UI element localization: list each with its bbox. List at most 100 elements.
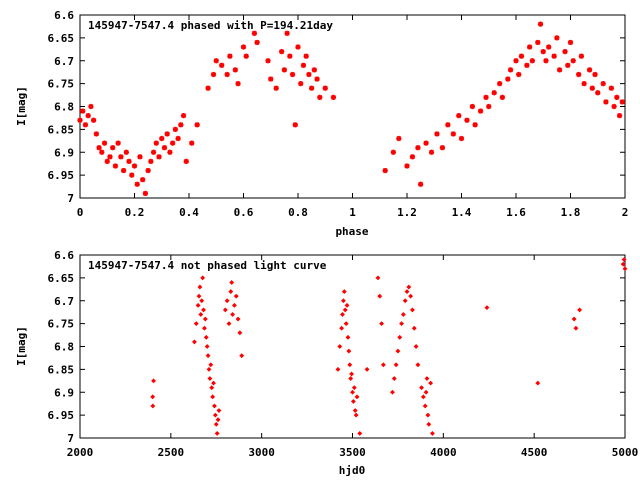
data-point	[557, 67, 563, 73]
data-point	[268, 76, 274, 82]
x-tick-label: 1.8	[561, 206, 581, 219]
chart-title: 145947-7547.4 phased with P=194.21day	[88, 19, 333, 32]
data-point	[254, 39, 260, 46]
data-point	[567, 39, 574, 46]
data-point	[379, 321, 384, 327]
data-point	[85, 113, 91, 119]
data-point	[354, 394, 360, 400]
data-point	[390, 149, 396, 155]
data-point	[317, 94, 323, 100]
data-point	[77, 117, 83, 123]
y-tick-label: 6.75	[48, 318, 75, 331]
data-point	[93, 131, 99, 137]
data-point	[589, 85, 595, 91]
data-point	[300, 62, 307, 68]
data-point	[408, 293, 414, 299]
data-point	[195, 302, 201, 308]
data-point	[622, 266, 628, 272]
data-point	[235, 81, 241, 87]
data-point	[240, 44, 247, 50]
data-point	[592, 71, 598, 78]
y-tick-label: 6.6	[54, 249, 74, 262]
data-point	[134, 181, 140, 187]
x-tick-label: 2500	[158, 446, 185, 459]
data-point	[410, 307, 415, 313]
data-point	[322, 85, 328, 91]
data-point	[175, 135, 181, 142]
data-point	[194, 122, 200, 128]
x-tick-label: 4000	[430, 446, 457, 459]
data-point	[150, 403, 156, 409]
y-axis-label: I[mag]	[15, 86, 28, 126]
x-tick-label: 5000	[612, 446, 639, 459]
data-point	[197, 284, 203, 290]
data-point	[543, 58, 549, 64]
data-point	[101, 140, 108, 146]
data-point	[206, 366, 212, 372]
data-point	[183, 158, 189, 164]
data-point	[419, 385, 424, 391]
data-point	[570, 58, 576, 64]
data-point	[404, 163, 410, 169]
data-point	[456, 113, 462, 119]
data-point	[210, 71, 217, 78]
data-point	[540, 49, 546, 55]
data-point	[123, 149, 129, 155]
x-tick-label: 0.8	[288, 206, 308, 219]
data-point	[402, 298, 408, 304]
data-point	[214, 431, 220, 436]
data-point	[309, 85, 315, 91]
data-point	[224, 71, 230, 78]
y-tick-label: 6.9	[54, 146, 74, 159]
data-point	[337, 344, 343, 349]
data-point	[516, 71, 522, 78]
data-point	[472, 122, 478, 128]
y-tick-label: 7	[67, 192, 74, 205]
axes: 0 0.2 0.4 0.6 0.8 1 1.2 1.4 1.6 1.8 2 6.6 6.65 6.7 6.7…	[48, 9, 629, 219]
data-point	[469, 103, 475, 110]
data-point	[586, 67, 593, 73]
data-point	[237, 330, 243, 336]
data-point	[150, 394, 156, 400]
data-point	[483, 94, 489, 100]
data-point	[231, 302, 237, 308]
data-point	[196, 293, 202, 299]
data-point	[535, 380, 541, 386]
data-point	[211, 380, 216, 386]
x-tick-label: 1	[349, 206, 356, 219]
data-point	[224, 298, 230, 304]
data-point	[422, 403, 428, 409]
data-point	[527, 44, 533, 50]
data-point	[129, 172, 135, 178]
data-point	[193, 321, 199, 327]
data-point	[477, 108, 484, 114]
axes: 2000 2500 3000 3500 4000 4500 5000 6.6 6.65 6.7 6.…	[48, 249, 639, 459]
data-point	[91, 117, 97, 123]
data-point	[620, 261, 626, 267]
data-point	[406, 284, 412, 290]
data-point	[201, 307, 206, 313]
data-point	[204, 344, 210, 349]
data-point	[350, 389, 355, 395]
data-point	[207, 376, 213, 381]
data-point	[115, 140, 121, 146]
x-tick-label: 3000	[248, 446, 275, 459]
data-point	[380, 362, 386, 368]
data-point	[137, 154, 143, 160]
data-point	[608, 85, 614, 91]
data-point	[227, 53, 233, 59]
data-point	[529, 58, 535, 64]
data-point	[189, 140, 195, 146]
data-point	[330, 94, 337, 100]
data-point	[352, 408, 358, 413]
data-point	[424, 376, 430, 381]
data-point	[439, 145, 446, 151]
data-point	[88, 103, 94, 110]
phased-light-curve-panel: 145947-7547.4 phased with P=194.21day ph…	[15, 9, 628, 238]
data-point	[621, 257, 627, 262]
data-point	[213, 58, 219, 64]
y-tick-label: 6.65	[48, 32, 75, 45]
x-tick-label: 0.4	[179, 206, 199, 219]
data-point	[235, 316, 241, 322]
